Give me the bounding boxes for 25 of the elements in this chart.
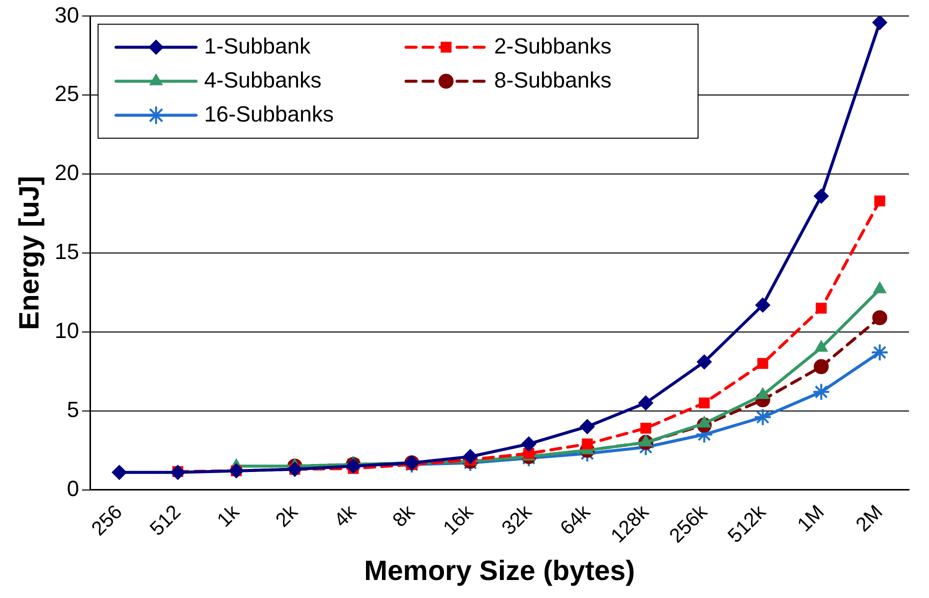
y-tick-label: 0	[66, 476, 80, 501]
x-tick-label: 32k	[498, 500, 537, 540]
x-tick-label: 256	[88, 501, 127, 540]
y-tick-label: 20	[54, 160, 80, 186]
x-tick-label: 2k	[272, 500, 303, 532]
legend-label: 16-Subbanks	[204, 101, 334, 126]
legend-label: 4-Subbanks	[204, 67, 322, 92]
x-tick-label: 1k	[213, 500, 244, 532]
x-tick-label: 64k	[556, 500, 596, 540]
legend-label: 1-Subbank	[204, 33, 312, 58]
y-tick-label: 25	[54, 81, 80, 106]
x-axis-title: Memory Size (bytes)	[364, 554, 635, 586]
x-tick-label: 8k	[388, 500, 420, 532]
y-tick-label: 5	[66, 396, 80, 422]
x-tick-label: 512	[146, 501, 186, 540]
y-tick-label: 10	[54, 318, 80, 343]
y-tick-label: 15	[54, 239, 80, 264]
legend-label: 8-Subbanks	[494, 67, 612, 92]
y-axis-title: Energy [uJ]	[14, 176, 45, 330]
y-tick-label: 30	[54, 2, 80, 28]
x-tick-label: 16k	[439, 500, 478, 540]
x-tick-label: 2M	[852, 501, 888, 536]
legend-label: 2-Subbanks	[494, 33, 612, 58]
x-tick-label: 1M	[793, 501, 829, 536]
x-tick-label: 4k	[330, 500, 362, 532]
